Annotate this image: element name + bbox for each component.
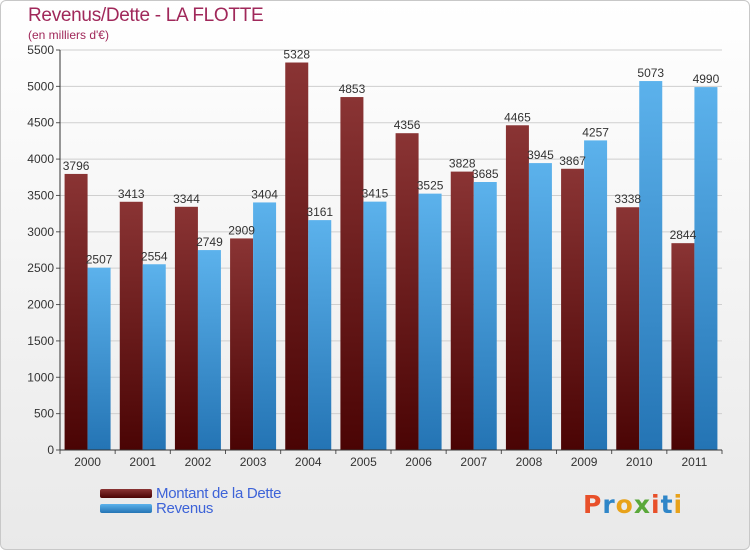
x-axis-ticks: 2000 2001 2002 2003 2004 2005 2006 2007 2008 2009…: [59, 450, 723, 469]
y-tick-label: 2500: [27, 261, 54, 275]
x-tick-label: 2003: [240, 455, 267, 469]
y-tick-label: 2000: [27, 298, 54, 312]
bar-dette: [505, 125, 529, 450]
data-label-dette: 4356: [394, 118, 421, 132]
data-label-revenus: 3415: [362, 187, 389, 201]
y-axis-ticks: 0 500 1000 1500 2000 2500 3000 3500 4000 4500 5000…: [27, 43, 60, 457]
bar-dette: [64, 173, 88, 450]
y-tick-label: 3000: [27, 225, 54, 239]
data-label-revenus: 5073: [637, 66, 664, 80]
x-tick-label: 2011: [682, 455, 708, 469]
data-label-revenus: 3685: [472, 167, 499, 181]
y-tick-label: 5000: [27, 79, 54, 93]
bar-revenus: [87, 267, 111, 450]
data-label-dette: 2844: [670, 228, 697, 242]
bar-dette: [230, 238, 254, 450]
data-label-revenus: 4257: [582, 125, 609, 139]
data-label-dette: 5328: [283, 48, 310, 62]
data-label-revenus: 2507: [86, 253, 113, 267]
chart-subtitle: (en milliers d'€): [28, 28, 109, 42]
bar-dette: [616, 207, 640, 450]
y-tick-label: 4000: [27, 152, 54, 166]
data-label-revenus: 3404: [251, 187, 278, 201]
bar-revenus: [473, 182, 497, 450]
y-tick-label: 3500: [27, 188, 54, 202]
bar-revenus: [418, 193, 442, 451]
x-tick-label: 2000: [74, 455, 101, 469]
bar-revenus: [308, 220, 332, 450]
bar-dette: [119, 201, 143, 450]
bars: [64, 62, 718, 451]
data-labels: 3796 2507 3413 2554 3344 2749 2909 3404 5328 3161…: [63, 48, 720, 267]
bar-revenus: [694, 87, 718, 450]
data-label-revenus: 3945: [527, 148, 554, 162]
data-label-dette: 3413: [118, 187, 145, 201]
bar-revenus: [142, 264, 166, 450]
data-label-revenus: 2749: [196, 235, 223, 249]
bar-revenus: [528, 163, 552, 450]
x-tick-label: 2009: [571, 455, 598, 469]
data-label-dette: 4465: [504, 110, 531, 124]
data-label-dette: 4853: [339, 82, 366, 96]
proxiti-logo: Proxiti: [583, 490, 684, 519]
legend-swatch-dette: [100, 489, 152, 498]
bar-revenus: [639, 81, 663, 451]
x-tick-label: 2007: [460, 455, 487, 469]
axes: [59, 50, 722, 451]
bar-revenus: [584, 140, 608, 450]
data-label-dette: 3338: [614, 192, 641, 206]
data-label-dette: 3867: [559, 154, 586, 168]
data-label-dette: 2909: [228, 223, 255, 237]
x-tick-label: 2004: [295, 455, 322, 469]
grid-lines: [60, 49, 722, 451]
x-tick-label: 2010: [626, 455, 653, 469]
y-tick-label: 1500: [27, 334, 54, 348]
data-label-revenus: 3161: [306, 205, 333, 219]
y-tick-label: 500: [34, 407, 54, 421]
legend-label-revenus: Revenus: [156, 500, 214, 517]
bar-dette: [395, 133, 419, 450]
legend-swatch-revenus: [100, 504, 152, 513]
x-tick-label: 2002: [185, 455, 212, 469]
data-label-revenus: 2554: [141, 249, 168, 263]
bar-dette: [450, 171, 474, 450]
chart-title: Revenus/Dette - LA FLOTTE: [28, 5, 264, 26]
y-tick-label: 1000: [27, 370, 54, 384]
data-label-dette: 3344: [173, 192, 200, 206]
y-tick-label: 5500: [27, 43, 54, 57]
y-tick-label: 4500: [27, 116, 54, 130]
bar-dette: [340, 97, 364, 451]
bar-dette: [671, 243, 695, 450]
bar-revenus: [197, 250, 221, 450]
x-tick-label: 2001: [129, 455, 156, 469]
legend-label-dette: Montant de la Dette: [156, 485, 282, 502]
bar-revenus: [363, 201, 387, 450]
x-tick-label: 2006: [405, 455, 432, 469]
data-label-revenus: 3525: [417, 179, 444, 193]
x-tick-label: 2005: [350, 455, 377, 469]
data-label-dette: 3796: [63, 159, 90, 173]
bar-dette: [174, 206, 198, 450]
data-label-dette: 3828: [449, 157, 476, 171]
bar-dette: [561, 168, 585, 450]
y-tick-label: 0: [47, 443, 54, 457]
bar-dette: [285, 62, 309, 450]
bar-revenus: [253, 202, 277, 450]
x-tick-label: 2008: [516, 455, 543, 469]
data-label-revenus: 4990: [693, 72, 720, 86]
